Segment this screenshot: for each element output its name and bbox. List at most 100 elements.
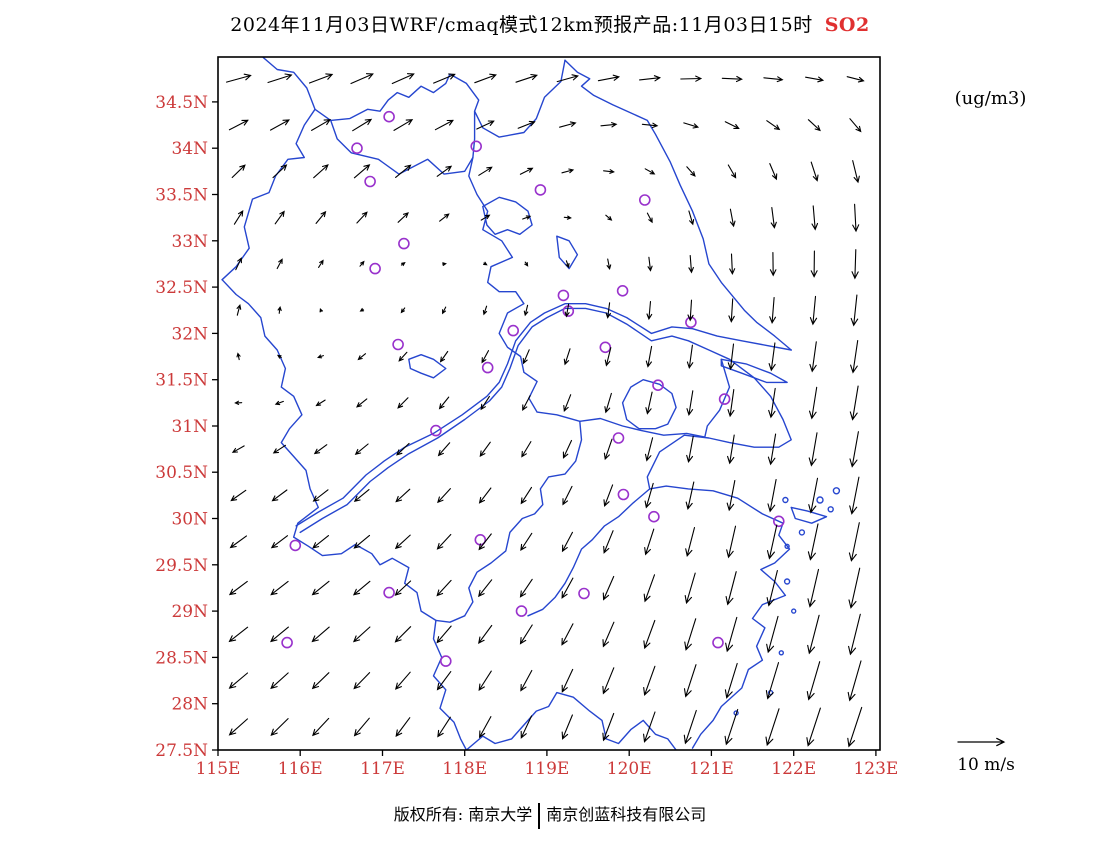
y-tick-label: 33N (171, 232, 208, 252)
page-title: 2024年11月03日WRF/cmaq模式12km预报产品:11月03日15时 S… (0, 10, 1100, 37)
station-marker (534, 184, 547, 196)
station-marker (481, 361, 494, 374)
wind-vectors-layer (225, 73, 865, 748)
copyright-owner: 版权所有: 南京大学 (393, 805, 533, 824)
x-tick-label: 122E (771, 759, 816, 779)
y-tick-label: 29.5N (155, 556, 208, 576)
boundaries-layer (221, 57, 841, 750)
y-tick-label: 33.5N (155, 186, 208, 206)
island (791, 608, 797, 614)
x-tick-label: 119E (524, 759, 569, 779)
x-tick-label: 120E (607, 759, 652, 779)
station-marker (507, 324, 520, 337)
boundary-zhejiang_fujian_border (465, 691, 677, 750)
station-marker (351, 142, 363, 154)
boundary-hubei_anhui_border (221, 279, 319, 538)
station-marker (439, 655, 452, 667)
station-marker (383, 110, 395, 123)
copyright-company: 南京创蓝科技有限公司 (546, 805, 707, 824)
station-marker (616, 284, 629, 297)
boundary-anhui_jiangxi_border (293, 536, 437, 622)
boundary-anhui_jiangsu_border (468, 156, 581, 422)
boundary-chongming_island (720, 358, 788, 384)
boundary-shanghai_border (704, 358, 731, 438)
boundary-hangzhou_bay_north_shore (646, 395, 792, 490)
boundary-jiangsu_zhejiang_border (579, 417, 706, 438)
wind-reference-arrow (957, 737, 1006, 747)
boundary-zhejiang_anhui_border (464, 420, 583, 617)
station-marker (289, 539, 302, 552)
y-tick-label: 32N (171, 324, 208, 344)
station-marker (398, 237, 410, 250)
island (782, 496, 789, 504)
y-tick-label: 27.5N (155, 741, 208, 761)
boundary-zhejiang_coast (649, 485, 791, 749)
x-tick-label: 123E (853, 759, 898, 779)
station-marker (599, 341, 612, 354)
boundary-qiantang_river (527, 488, 651, 617)
station-marker (718, 393, 731, 405)
island (798, 529, 806, 536)
y-tick-label: 30N (171, 510, 208, 530)
x-tick-label: 115E (196, 759, 241, 779)
station-marker (515, 605, 528, 617)
stations-layer (281, 110, 785, 667)
station-marker (652, 379, 664, 392)
x-tick-label: 116E (278, 759, 323, 779)
station-marker (383, 586, 395, 599)
copyright-divider-bar (538, 802, 541, 829)
y-tick-label: 30.5N (155, 463, 208, 483)
y-tick-label: 28.5N (155, 648, 208, 668)
boundary-chaohu_lake (408, 354, 447, 379)
x-tick-label: 118E (442, 759, 487, 779)
boundary-henan_border (221, 108, 316, 281)
station-marker (648, 510, 660, 523)
boundary-taihu_lake (621, 379, 677, 430)
title-main: 2024年11月03日WRF/cmaq模式12km预报产品:11月03日15时 (230, 14, 813, 36)
copyright: 版权所有: 南京大学 南京创蓝科技有限公司 (0, 800, 1100, 830)
boundary-jiangxi_zhejiang_border (432, 615, 468, 750)
boundary-gaoyou_lake (556, 235, 579, 270)
island (783, 578, 791, 585)
boundary-yangtze_north_bank (295, 303, 792, 527)
station-marker (364, 175, 376, 188)
boundary-hongze_lake (482, 196, 533, 235)
island (827, 506, 834, 513)
y-tick-label: 31N (171, 417, 208, 437)
y-tick-label: 28N (171, 695, 208, 715)
station-marker (638, 194, 651, 206)
x-tick-label: 117E (360, 759, 405, 779)
boundary-jiangsu_coast (564, 59, 792, 351)
station-marker (578, 587, 590, 600)
y-tick-label: 29N (171, 602, 208, 622)
station-marker (470, 140, 483, 153)
y-tick-label: 32.5N (155, 278, 208, 298)
station-marker (281, 636, 293, 649)
island (816, 496, 824, 504)
island (778, 650, 784, 656)
boundary-shandong_border (262, 57, 566, 138)
axis-ticks (212, 101, 877, 756)
boundary-zhoushan_island (790, 506, 828, 524)
map-frame (217, 56, 881, 751)
station-marker (612, 432, 625, 444)
station-marker (772, 515, 785, 528)
wind-scale-label: 10 m/s (957, 755, 1015, 775)
station-marker (430, 424, 442, 437)
station-marker (369, 262, 381, 275)
station-marker (712, 636, 724, 649)
title-species: SO2 (824, 14, 870, 36)
y-tick-label: 34.5N (155, 93, 208, 113)
island (832, 487, 841, 495)
y-tick-label: 31.5N (155, 371, 208, 391)
island (784, 543, 790, 549)
boundary-yangtze_south_bank (299, 307, 772, 534)
station-marker (557, 289, 570, 302)
x-tick-label: 121E (689, 759, 734, 779)
station-marker (392, 338, 404, 351)
y-tick-label: 34N (171, 139, 208, 159)
units-label: (ug/m3) (954, 88, 1027, 109)
axis-labels: 115E 116E 117E 118E 119E 120E 121E 122E 123E 34.5… (155, 93, 898, 779)
